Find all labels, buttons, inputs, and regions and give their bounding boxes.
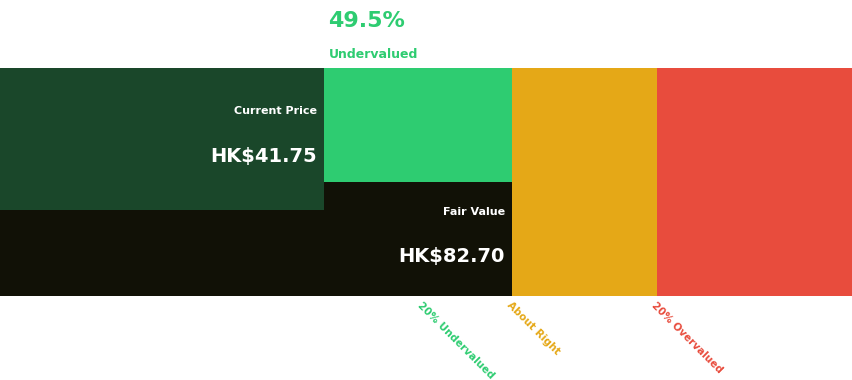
Text: Undervalued: Undervalued — [328, 48, 417, 60]
Text: About Right: About Right — [504, 300, 561, 357]
Bar — [0, 68, 423, 296]
Bar — [656, 68, 852, 296]
Text: Current Price: Current Price — [234, 106, 317, 116]
Bar — [423, 68, 511, 296]
Bar — [511, 68, 656, 296]
Text: 20% Overvalued: 20% Overvalued — [649, 300, 723, 375]
Text: HK$41.75: HK$41.75 — [210, 147, 317, 166]
Text: Fair Value: Fair Value — [442, 207, 504, 217]
Bar — [0, 68, 324, 210]
Text: HK$82.70: HK$82.70 — [398, 247, 504, 266]
Text: 49.5%: 49.5% — [328, 11, 405, 32]
Text: 20% Undervalued: 20% Undervalued — [416, 300, 496, 380]
Bar — [0, 182, 511, 296]
